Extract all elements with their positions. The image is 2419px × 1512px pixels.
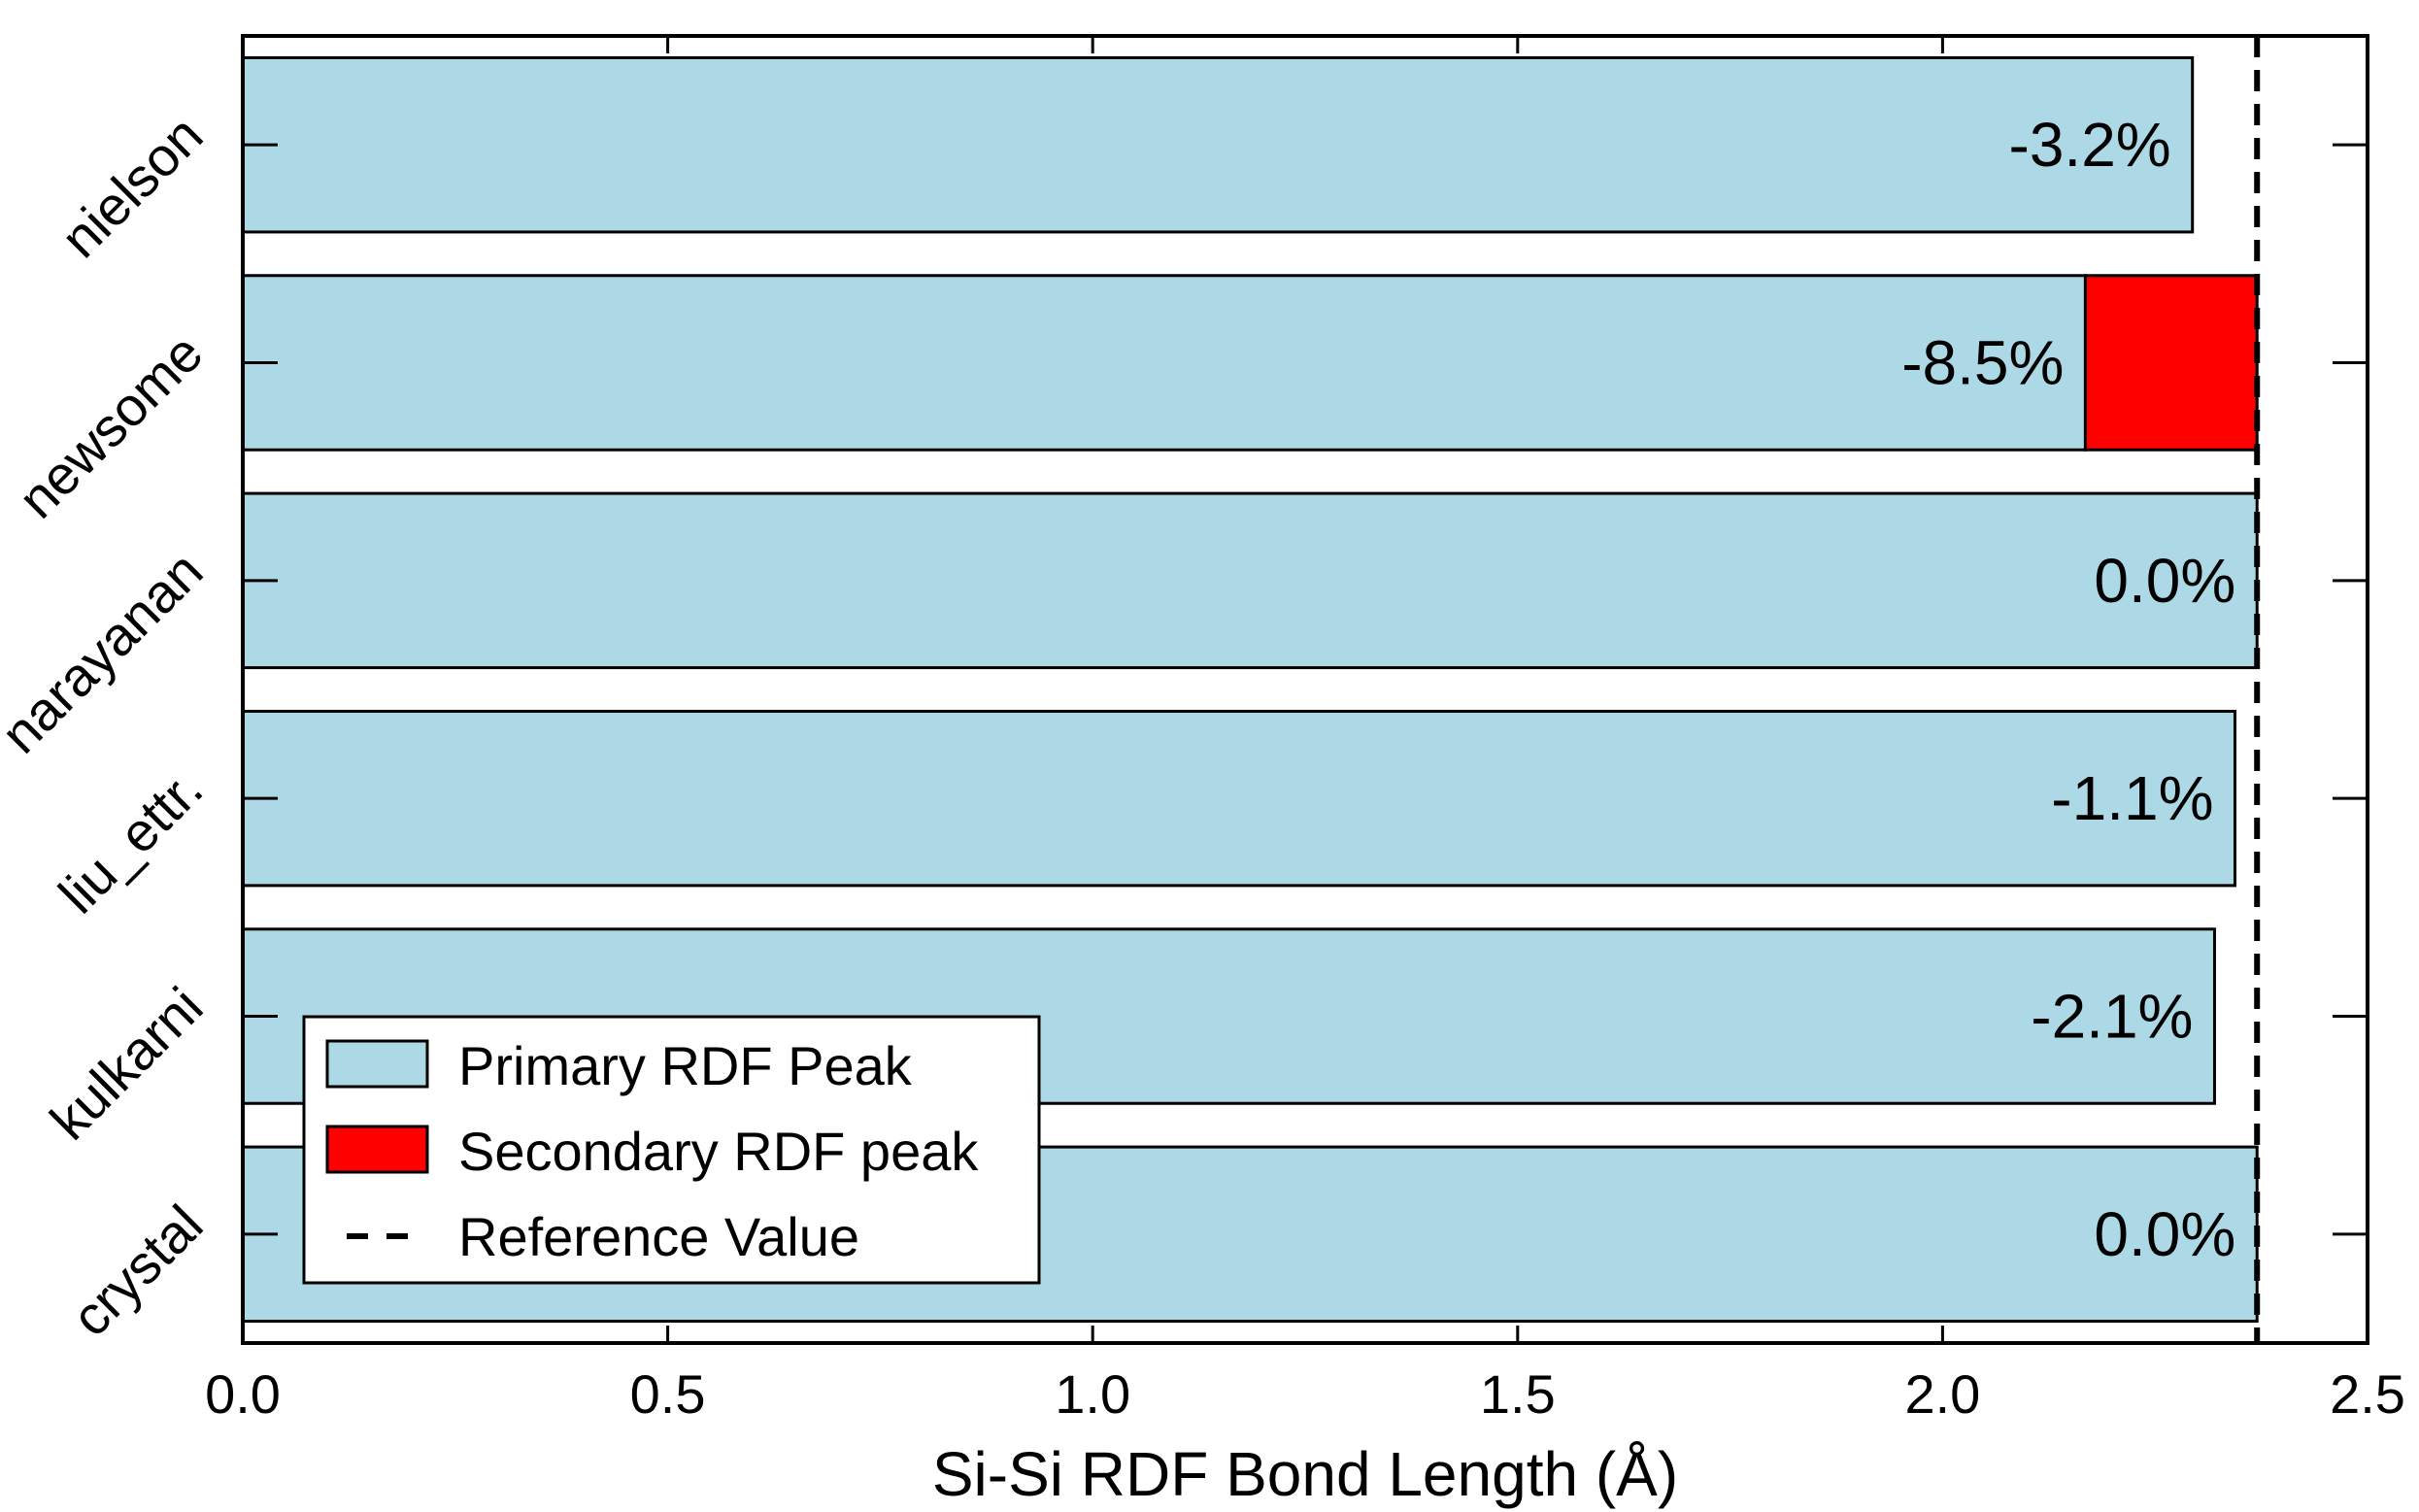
x-tick-label: 0.0 xyxy=(205,1363,281,1425)
x-tick-label: 0.5 xyxy=(630,1363,706,1425)
bar-value-label: -2.1% xyxy=(2031,982,2193,1052)
bar-value-label: -3.2% xyxy=(2009,110,2171,180)
bar-secondary xyxy=(2083,274,2259,452)
bar-primary xyxy=(241,709,2236,888)
legend-swatch-secondary xyxy=(325,1125,429,1174)
bar-value-label: -8.5% xyxy=(1901,328,2064,398)
bar-labels-group: 0.0% -2.1% -1.1% 0.0% -8.5% -3.2% xyxy=(1901,110,2235,1269)
y-tick-label: nielson xyxy=(49,104,214,269)
bar-value-label: -1.1% xyxy=(2051,763,2213,833)
x-tick-label: 1.5 xyxy=(1480,1363,1556,1425)
plot-frame xyxy=(241,34,2369,1345)
legend-label-primary: Primary RDF Peak xyxy=(458,1035,913,1096)
bar-value-label: 0.0% xyxy=(2094,1199,2235,1269)
legend-label-reference: Reference Value xyxy=(458,1206,859,1267)
legend-label-secondary: Secondary RDF peak xyxy=(458,1121,979,1182)
y-tick-label: crystal xyxy=(60,1193,215,1348)
y-tick-label: narayanan xyxy=(0,540,214,765)
y-tick-label: kulkarni xyxy=(38,975,214,1151)
x-tick-label: 2.5 xyxy=(2330,1363,2405,1425)
x-tick-label: 1.0 xyxy=(1055,1363,1130,1425)
y-tick-label: liu_ettr. xyxy=(47,757,214,924)
x-axis-ticks: 0.0 0.5 1.0 1.5 2.0 2.5 xyxy=(205,36,2405,1425)
bar-primary xyxy=(241,55,2195,234)
bar-value-label: 0.0% xyxy=(2094,546,2235,616)
legend: Primary RDF Peak Secondary RDF peak Refere… xyxy=(302,1015,1041,1285)
bar-primary xyxy=(241,274,2087,452)
legend-swatch-primary xyxy=(325,1039,429,1089)
bar-primary xyxy=(241,491,2259,670)
x-axis-label: Si-Si RDF Bond Length (Å) xyxy=(932,1439,1678,1509)
y-tick-label: newsome xyxy=(6,321,214,529)
x-tick-label: 2.0 xyxy=(1904,1363,1980,1425)
